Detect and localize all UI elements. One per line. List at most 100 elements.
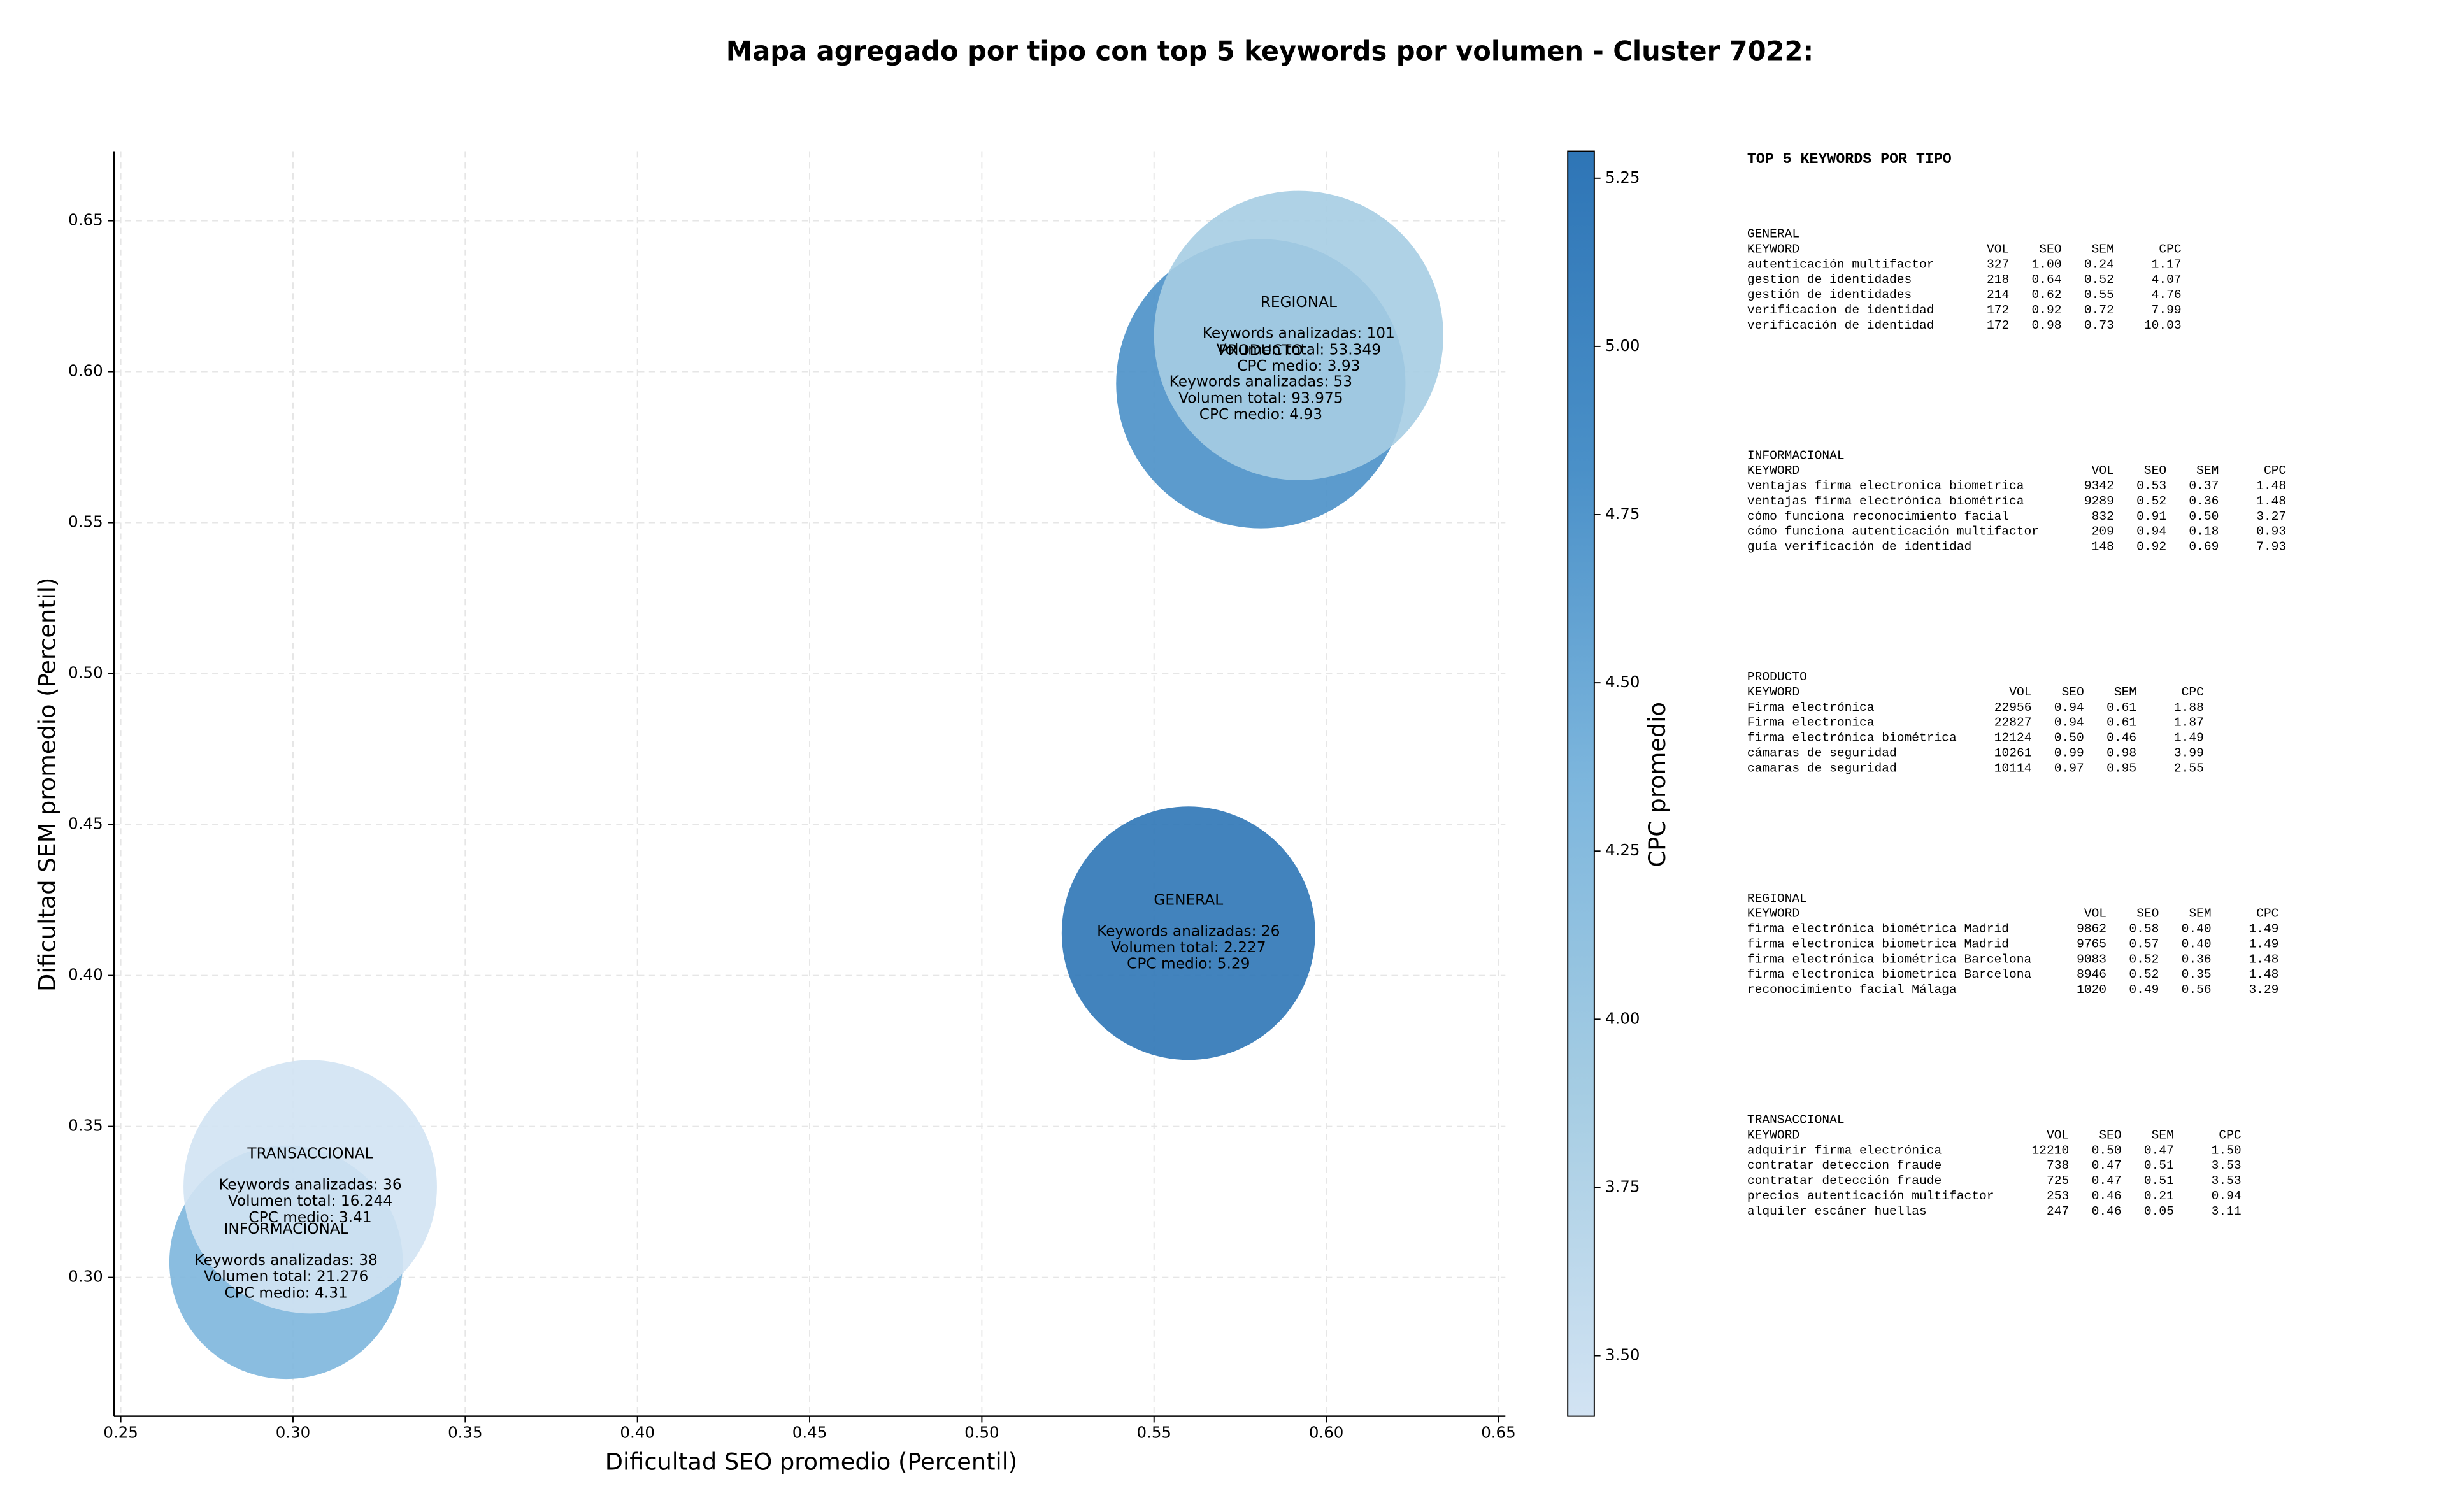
keyword: KEYWORD (1747, 907, 1799, 921)
keyword: guía verificación de identidad (1747, 540, 1971, 554)
metric: 0.40 (2182, 937, 2212, 951)
metric: 1.48 (2249, 967, 2278, 981)
colorbar-tick-label: 4.75 (1605, 504, 1640, 523)
y-tick-label: 0.45 (68, 815, 103, 833)
metric: 0.97 (2054, 761, 2084, 775)
metric: 0.47 (2092, 1174, 2122, 1188)
metric: 0.21 (2144, 1189, 2174, 1203)
metric: 1.48 (2256, 494, 2286, 508)
keyword: precios autenticación multifactor (1747, 1189, 1994, 1203)
x-tick-label: 0.25 (103, 1423, 138, 1442)
metric: 10261 (1994, 746, 2032, 760)
metric: 0.24 (2084, 257, 2114, 271)
metric: 10114 (1994, 761, 2032, 775)
metric: 172 (1987, 303, 2009, 317)
metric: 0.92 (2032, 303, 2062, 317)
bubble-annotation: Volumen total: 2.227 (1111, 939, 1266, 956)
metric: CPC (2182, 685, 2204, 699)
metric: CPC (2159, 242, 2181, 256)
metric: 12210 (2032, 1143, 2070, 1157)
metric: 1.49 (2174, 731, 2204, 745)
bubble-annotation: Keywords analizadas: 101 (1203, 325, 1395, 342)
metric: 0.36 (2182, 952, 2212, 966)
metric: VOL (2009, 685, 2031, 699)
metric: 0.52 (2129, 952, 2159, 966)
y-tick-label: 0.60 (68, 362, 103, 380)
metric: 832 (2092, 510, 2114, 524)
metric: 209 (2092, 525, 2114, 539)
keyword: gestión de identidades (1747, 288, 1912, 302)
x-tick-label: 0.45 (792, 1423, 827, 1442)
bubble-annotation: Volumen total: 93.975 (1178, 389, 1343, 406)
keyword: alquiler escáner huellas (1747, 1204, 1927, 1218)
metric: SEO (2144, 464, 2166, 478)
keyword: camaras de seguridad (1747, 761, 1897, 775)
bubble (1154, 190, 1443, 480)
metric: 253 (2047, 1189, 2069, 1203)
keyword: autenticación multifactor (1747, 257, 1935, 271)
bubble-annotation: CPC medio: 4.31 (225, 1284, 348, 1301)
bubble-annotation: Volumen total: 53.349 (1217, 341, 1381, 358)
metric: 0.91 (2136, 510, 2166, 524)
metric: SEM (2196, 464, 2219, 478)
metric: 0.55 (2084, 288, 2114, 302)
metric: 172 (1987, 318, 2009, 332)
keyword: contratar deteccion fraude (1747, 1159, 1942, 1173)
metric: 0.46 (2106, 731, 2136, 745)
metric: VOL (2047, 1128, 2069, 1142)
metric: 0.98 (2032, 318, 2062, 332)
metric: 2.55 (2174, 761, 2204, 775)
colorbar-tick-label: 3.75 (1605, 1177, 1640, 1195)
metric: 3.99 (2174, 746, 2204, 760)
metric: 0.69 (2189, 540, 2219, 554)
metric: 0.94 (2054, 716, 2084, 730)
metric: 0.99 (2054, 746, 2084, 760)
metric: 4.76 (2152, 288, 2182, 302)
keyword: firma electrónica biométrica Barcelona (1747, 952, 2032, 966)
group-type: PRODUCTO (1747, 670, 1807, 684)
group-type: GENERAL (1747, 227, 1799, 241)
bubble (1061, 806, 1315, 1060)
metric: 9765 (2077, 937, 2106, 951)
y-tick-label: 0.65 (68, 211, 103, 229)
bubble-name: TRANSACCIONAL (247, 1145, 373, 1162)
metric: 0.51 (2144, 1174, 2174, 1188)
chart-title: Mapa agregado por tipo con top 5 keyword… (726, 35, 1813, 66)
metric: SEM (2092, 242, 2114, 256)
metric: 0.93 (2256, 525, 2286, 539)
bubble-name: INFORMACIONAL (224, 1220, 348, 1237)
y-axis-label: Dificultad SEM promedio (Percentil) (33, 578, 61, 992)
keyword: ventajas firma electrónica biométrica (1747, 494, 2024, 508)
metric: 0.73 (2084, 318, 2114, 332)
panel-title: TOP 5 KEYWORDS POR TIPO (1747, 151, 1952, 168)
keyword: reconocimiento facial Málaga (1747, 983, 1957, 997)
metric: 0.94 (2054, 701, 2084, 715)
metric: CPC (2256, 907, 2278, 921)
y-tick-label: 0.55 (68, 513, 103, 531)
metric: 1.88 (2174, 701, 2204, 715)
metric: 0.50 (2054, 731, 2084, 745)
keyword: KEYWORD (1747, 464, 1799, 478)
metric: 0.46 (2092, 1189, 2122, 1203)
metric: 0.72 (2084, 303, 2114, 317)
x-tick-label: 0.60 (1309, 1423, 1343, 1442)
metric: 0.35 (2182, 967, 2212, 981)
metric: 0.53 (2136, 479, 2166, 493)
metric: 0.40 (2182, 922, 2212, 936)
keyword: verificacion de identidad (1747, 303, 1935, 317)
metric: 0.57 (2129, 937, 2159, 951)
metric: SEO (2062, 685, 2084, 699)
metric: 22827 (1994, 716, 2032, 730)
metric: VOL (1987, 242, 2009, 256)
keyword: verificación de identidad (1747, 318, 1935, 332)
group-type: REGIONAL (1747, 892, 1807, 906)
bubble-annotation: Keywords analizadas: 53 (1169, 373, 1352, 390)
metric: 0.36 (2189, 494, 2219, 508)
metric: 1.49 (2249, 937, 2278, 951)
metric: 0.51 (2144, 1159, 2174, 1173)
metric: 0.94 (2212, 1189, 2242, 1203)
metric: SEM (2152, 1128, 2174, 1142)
bubble-annotation: Volumen total: 21.276 (204, 1268, 368, 1285)
metric: SEO (2136, 907, 2159, 921)
